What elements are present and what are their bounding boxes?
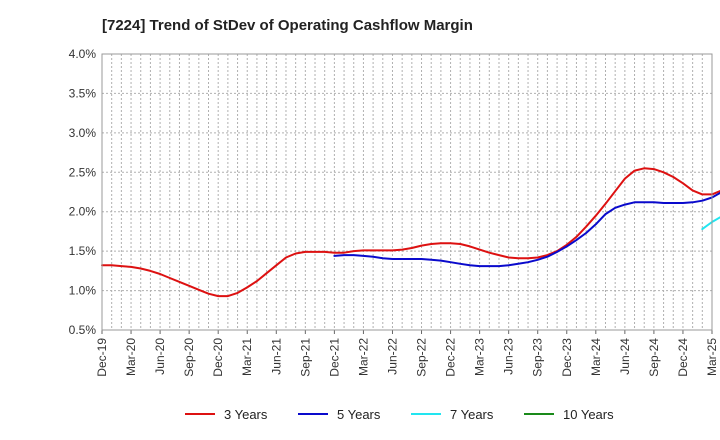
x-tick-label: Dec-22 bbox=[444, 338, 458, 377]
x-tick-label: Mar-23 bbox=[473, 338, 487, 376]
x-tick-label: Mar-24 bbox=[589, 338, 603, 376]
x-tick-label: Sep-20 bbox=[182, 338, 196, 377]
x-tick-label: Dec-20 bbox=[211, 338, 225, 377]
x-tick-label: Sep-21 bbox=[298, 338, 312, 377]
x-tick-label: Dec-24 bbox=[676, 338, 690, 377]
chart-title: [7224] Trend of StDev of Operating Cashf… bbox=[102, 17, 473, 34]
y-tick-label: 0.5% bbox=[69, 323, 97, 337]
legend-label: 3 Years bbox=[224, 407, 268, 422]
legend: 3 Years 5 Years 7 Years 10 Years bbox=[185, 407, 614, 422]
x-tick-label: Jun-23 bbox=[502, 338, 516, 375]
y-tick-label: 2.0% bbox=[69, 205, 97, 219]
y-tick-label: 3.0% bbox=[69, 126, 97, 140]
y-tick-label: 1.0% bbox=[69, 284, 97, 298]
x-tick-label: Jun-24 bbox=[618, 338, 632, 375]
x-tick-label: Mar-21 bbox=[240, 338, 254, 376]
plot-area-border bbox=[101, 53, 713, 331]
y-tick-label: 1.5% bbox=[69, 244, 97, 258]
series-line-5-years bbox=[333, 191, 720, 268]
grid bbox=[102, 53, 712, 331]
x-tick-label: Jun-22 bbox=[385, 338, 399, 375]
legend-label: 7 Years bbox=[450, 407, 494, 422]
x-tick-label: Sep-22 bbox=[415, 338, 429, 377]
y-tick-label: 2.5% bbox=[69, 165, 97, 179]
y-tick-label: 4.0% bbox=[69, 47, 97, 61]
x-tick-label: Sep-24 bbox=[647, 338, 661, 377]
x-tick-label: Mar-25 bbox=[705, 338, 719, 376]
x-tick-label: Jun-20 bbox=[153, 338, 167, 375]
x-tick-label: Mar-22 bbox=[356, 338, 370, 376]
x-tick-label: Jun-21 bbox=[269, 338, 283, 375]
axes: 0.5% 1.0% 1.5% 2.0% 2.5% 3.0% 3.5% 4.0% Dec-19 Ma… bbox=[69, 47, 719, 377]
x-tick-label: Dec-19 bbox=[95, 338, 109, 377]
x-tick-label: Sep-23 bbox=[531, 338, 545, 377]
x-tick-label: Dec-23 bbox=[560, 338, 574, 377]
x-tick-label: Mar-20 bbox=[124, 338, 138, 376]
series-line-3-years bbox=[101, 167, 720, 298]
x-tick-label: Dec-21 bbox=[327, 338, 341, 377]
series-lines bbox=[101, 167, 720, 298]
y-tick-label: 3.5% bbox=[69, 86, 97, 100]
legend-label: 5 Years bbox=[337, 407, 381, 422]
legend-label: 10 Years bbox=[563, 407, 614, 422]
